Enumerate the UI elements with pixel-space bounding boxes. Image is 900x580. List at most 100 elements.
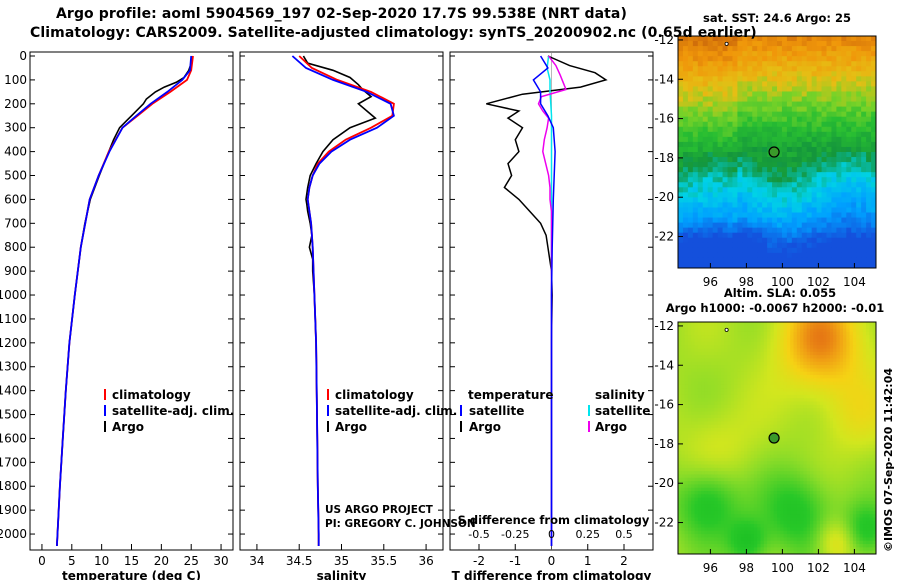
sla-map-cell [816,322,821,326]
sla-map-cell [678,325,682,330]
sla-map-cell [773,331,778,336]
sla-map-cell [720,381,725,386]
sst-map-cell [811,116,818,123]
sst-map-cell [737,71,743,77]
sla-map-cell [856,464,860,469]
sla-map-cell [852,408,857,412]
sla-map-cell [681,418,686,422]
sla-map-cell [737,471,742,475]
sla-map-cell [724,331,728,336]
sst-map-cell [707,111,714,118]
sst-map-cell [836,207,842,214]
sla-map-cell [727,454,732,459]
sla-map-cell [833,358,837,363]
sla-map-cell [793,365,798,369]
sla-map-cell [869,361,874,366]
sla-map-cell [846,461,851,466]
sla-map-cell [711,431,715,436]
sla-map-cell [823,454,827,459]
sla-map-cell [846,467,851,472]
sst-map-cell [866,197,872,203]
sla-map-cell [740,411,745,416]
sla-map-cell [711,467,715,472]
sst-map-cell [707,131,714,138]
sst-map-cell [856,232,862,239]
sla-map-cell [750,388,755,393]
sst-map-cell [806,202,813,208]
sla-map-cell [790,368,794,373]
sla-map-cell [777,418,781,422]
sla-map-cell [780,391,785,396]
sla-map-cell [747,384,752,389]
sst-map-cell [712,152,719,158]
sla-map-cell [684,451,689,456]
sst-map-cell [737,237,743,244]
sst-map-cell [866,41,872,47]
sla-map-cell [796,421,801,426]
sla-map-cell [843,331,847,336]
sla-map-cell [717,322,722,326]
sla-map-cell [730,414,735,419]
sst-map-cell [861,61,867,67]
sst-map-cell [796,36,803,42]
sla-map-cell [694,394,699,399]
sst-map-cell [781,131,788,138]
sla-map-cell [780,457,785,462]
sla-map-cell [737,361,742,366]
sla-map-cell [872,441,877,446]
sla-map-cell [777,461,781,466]
sla-map-cell [843,438,847,442]
sst-map-cell [806,126,813,133]
sla-map-cell [757,404,761,409]
sla-map-cell [843,447,847,452]
sst-map-cell [826,167,832,173]
sla-map-cell [856,358,860,363]
sst-map-cell [742,212,748,219]
sla-map-cell [813,325,818,330]
sla-map-cell [800,394,804,399]
sst-map-cell [712,121,719,128]
sst-map-cell [702,106,709,113]
sla-map-cell [823,451,827,456]
sla-map-cell [783,398,788,403]
sla-map-cell [852,371,857,376]
sla-map-cell [810,457,814,462]
sla-map-cell [869,328,874,333]
sla-map-cell [777,394,781,399]
sla-map-cell [747,477,752,482]
sla-map-cell [833,328,837,333]
sla-map-cell [767,404,771,409]
sst-map-cell [747,51,753,57]
sst-map-cell [786,46,793,52]
sla-map-cell [810,365,814,369]
sst-map-cell [747,227,753,234]
sla-map-cell [730,441,735,446]
sla-map-cell [694,451,699,456]
sla-map-cell [780,424,785,429]
sst-map-cell [851,111,857,118]
sst-map-cell [781,212,788,219]
sla-map-cell [783,322,788,326]
sla-map-cell [707,328,712,333]
sla-map-cell [836,368,841,373]
sla-map-cell [691,461,695,466]
sla-map-cell [790,365,794,369]
sla-map-cell [678,428,682,432]
sst-map-cell [682,252,689,259]
sst-map-cell [727,197,733,203]
sla-map-cell [704,451,709,456]
sla-map-cell [694,365,699,369]
sst-map-cell [697,76,704,82]
sla-map-cell [773,328,778,333]
sla-map-cell [730,328,735,333]
sst-map-cell [752,41,758,47]
sla-map-cell [691,414,695,419]
sst-map-cell [816,152,823,158]
sla-map-cell [793,355,798,359]
sst-map-cell [702,136,709,143]
sla-map-cell [777,474,781,479]
sla-map-cell [727,391,732,396]
sla-map-cell [790,331,794,336]
sst-map-cell [791,222,798,229]
sla-map-cell [770,361,775,366]
